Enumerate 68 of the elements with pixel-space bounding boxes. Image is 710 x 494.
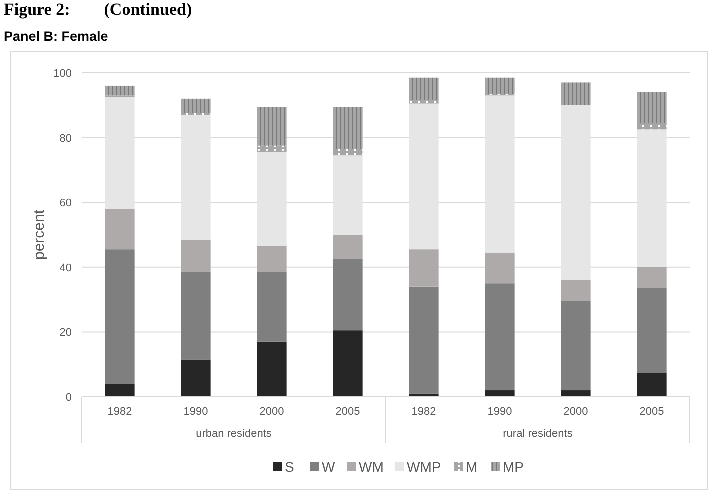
- bar: [181, 115, 211, 240]
- bar: [257, 146, 287, 152]
- bar: [637, 130, 667, 268]
- bar: [485, 78, 515, 94]
- bar: [105, 250, 135, 384]
- bar: [181, 360, 211, 397]
- x-tick-label: 1990: [488, 406, 512, 418]
- bar: [485, 252, 515, 284]
- bar: [105, 86, 135, 96]
- bar: [105, 209, 135, 250]
- legend-label: MP: [503, 459, 524, 475]
- bar: [257, 246, 287, 272]
- bar: [485, 284, 515, 391]
- x-tick-label: 2000: [260, 406, 284, 418]
- bar: [561, 280, 591, 302]
- bar: [637, 288, 667, 373]
- bar: [181, 272, 211, 360]
- bar: [181, 98, 211, 114]
- legend-label: M: [466, 459, 478, 475]
- bar: [637, 267, 667, 288]
- bar: [181, 240, 211, 272]
- bar: [333, 259, 363, 331]
- bar: [561, 301, 591, 391]
- chart-subtitle: Panel B: Female: [4, 29, 109, 44]
- bar: [257, 342, 287, 397]
- y-tick-label: 80: [60, 132, 72, 145]
- y-tick-label: 60: [60, 198, 72, 210]
- bar: [561, 390, 591, 397]
- bar: [485, 96, 515, 253]
- x-tick-label: 1982: [108, 406, 132, 418]
- legend-label: W: [322, 459, 336, 475]
- bar: [409, 250, 439, 287]
- bar: [409, 100, 439, 104]
- text: urban residents: [196, 428, 272, 440]
- bar: [561, 105, 591, 280]
- bar: [485, 390, 515, 397]
- y-tick-label: 40: [60, 262, 72, 274]
- bar: [333, 149, 363, 156]
- y-tick-label: 100: [54, 68, 72, 80]
- bar: [637, 123, 667, 130]
- legend-label: WM: [359, 459, 384, 475]
- text: rural residents: [503, 428, 574, 440]
- bar: [333, 235, 363, 260]
- x-tick-label: 2005: [336, 406, 360, 418]
- bar: [409, 78, 439, 101]
- bar: [257, 152, 287, 246]
- bar: [257, 107, 287, 146]
- bar: [409, 286, 439, 394]
- x-tick-label: 2000: [564, 406, 588, 418]
- bar: [257, 272, 287, 342]
- bar: [105, 384, 135, 397]
- legend-label: WMP: [407, 459, 442, 475]
- bar: [333, 156, 363, 235]
- bar: [561, 82, 591, 106]
- x-tick-label: 1990: [184, 406, 208, 418]
- y-axis-title: percent: [31, 209, 48, 260]
- x-tick-label: 2005: [640, 406, 664, 418]
- bar: [637, 372, 667, 397]
- bar: [409, 104, 439, 250]
- y-tick-label: 20: [60, 327, 72, 340]
- chart-title: Figure 2: (Continued): [4, 0, 192, 19]
- x-tick-label: 1982: [412, 406, 436, 418]
- y-tick-label: 0: [66, 392, 72, 404]
- legend-label: S: [285, 459, 294, 475]
- bar: [637, 92, 667, 124]
- bar: [105, 97, 135, 210]
- bar: [333, 107, 363, 150]
- bar: [333, 330, 363, 397]
